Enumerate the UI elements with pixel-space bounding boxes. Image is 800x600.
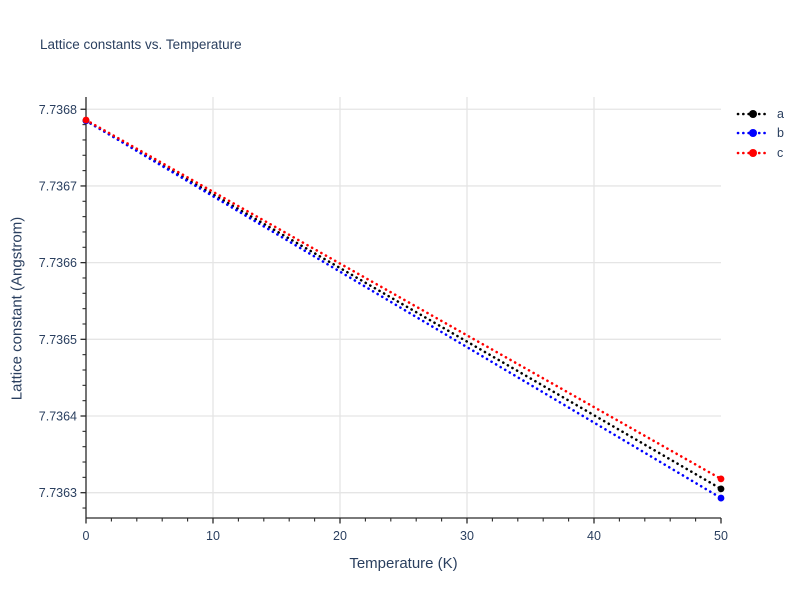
y-tick-label: 7.7366	[39, 256, 77, 270]
y-axis-title: Lattice constant (Angstrom)	[8, 216, 26, 401]
x-axis-title: Temperature (K)	[349, 555, 458, 572]
legend-line-marker-icon	[736, 129, 770, 138]
y-tick-label: 7.7365	[39, 333, 77, 347]
y-tick-label: 7.7368	[39, 103, 77, 117]
series-marker-c[interactable]	[82, 116, 90, 124]
x-tick-label: 0	[83, 529, 90, 543]
chart-title: Lattice constants vs. Temperature	[40, 37, 242, 52]
y-tick-label: 7.7364	[39, 410, 77, 424]
x-tick-label: 30	[460, 529, 474, 543]
series-line-c[interactable]	[84, 118, 723, 481]
series-marker-a[interactable]	[717, 485, 725, 493]
y-tick-label: 7.7367	[39, 179, 77, 193]
x-tick-label: 10	[206, 529, 220, 543]
x-tick-label: 40	[587, 529, 601, 543]
legend-label: b	[777, 126, 784, 140]
x-tick-label: 20	[333, 529, 347, 543]
y-tick-label: 7.7363	[39, 486, 77, 500]
series-line-a[interactable]	[84, 119, 723, 491]
series-marker-b[interactable]	[717, 494, 725, 502]
legend-item-b[interactable]: b	[736, 124, 784, 144]
x-tick-label: 50	[714, 529, 728, 543]
legend-item-a[interactable]: a	[736, 104, 784, 124]
legend-line-marker-icon	[736, 109, 770, 118]
legend-line-marker-icon	[736, 148, 770, 157]
legend-label: c	[777, 145, 784, 160]
legend-item-c[interactable]: c	[736, 143, 784, 163]
legend-label: a	[777, 106, 784, 121]
series-marker-c[interactable]	[717, 475, 725, 483]
series-line-b[interactable]	[84, 119, 723, 500]
